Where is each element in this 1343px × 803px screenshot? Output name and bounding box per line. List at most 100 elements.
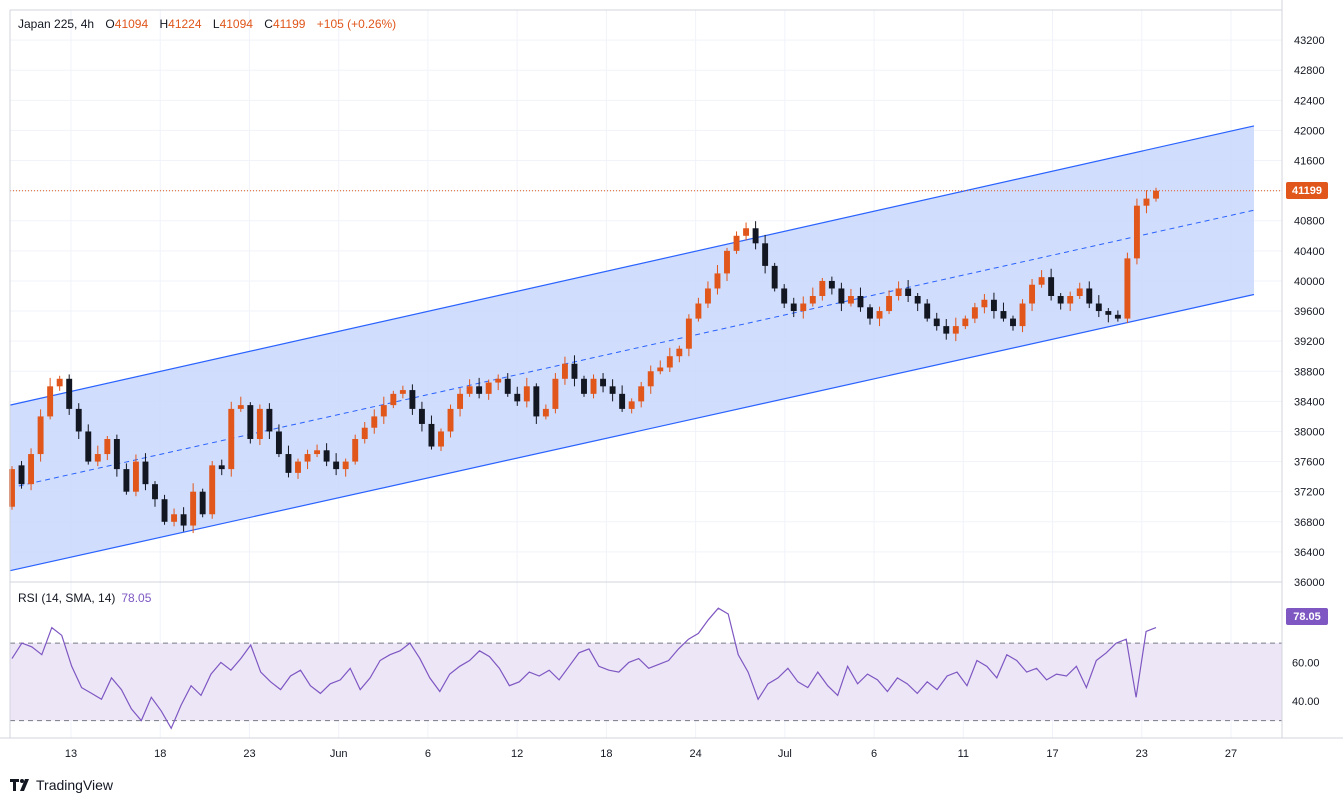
candle-body (542, 408, 549, 417)
change-value: +105 (+0.26%) (316, 17, 397, 31)
candle-body (895, 288, 902, 296)
price-tick-label: 36800 (1294, 517, 1325, 529)
rsi-label: RSI (14, SMA, 14) (18, 591, 116, 605)
price-axis-ticks: 4320042800424004200041600412004080040400… (1294, 35, 1325, 589)
price-tick-label: 39600 (1294, 306, 1325, 318)
candle-body (762, 243, 769, 266)
time-tick-label: 17 (1046, 748, 1058, 760)
candle-body (104, 439, 111, 455)
candle-body (733, 235, 740, 251)
candle-body (94, 454, 101, 462)
candle-body (228, 408, 235, 470)
candle-body (113, 439, 120, 470)
candle-body (886, 296, 893, 312)
price-tick-label: 37600 (1294, 457, 1325, 469)
time-tick-label: Jul (778, 748, 792, 760)
candle-body (1105, 311, 1112, 315)
high-value: 41224 (168, 17, 202, 31)
candle-body (628, 401, 635, 409)
low-value: 41094 (219, 17, 253, 31)
candle-body (514, 393, 521, 402)
candle-body (981, 299, 988, 308)
candle-body (485, 382, 492, 394)
candle-body (1038, 277, 1045, 285)
candle-body (295, 461, 301, 473)
candle-body (418, 408, 425, 424)
price-tick-label: 40000 (1294, 276, 1325, 288)
candle-body (390, 393, 397, 406)
candle-body (1114, 314, 1121, 319)
time-tick-label: 6 (871, 748, 877, 760)
candle-body (847, 296, 854, 304)
candle-body (714, 273, 721, 289)
candle-body (704, 288, 711, 304)
candle-body (962, 318, 969, 327)
candle-body (504, 378, 511, 394)
candle-body (971, 307, 978, 319)
candle-body (75, 408, 82, 432)
candle-body (1143, 198, 1150, 206)
rsi-tick-label: 40.00 (1292, 696, 1320, 708)
price-tick-label: 42000 (1294, 125, 1325, 137)
candle-body (561, 363, 568, 379)
candle-body (581, 378, 587, 394)
candle-body (876, 311, 883, 319)
last-price-badge: 41199 (1286, 182, 1328, 199)
candle-body (743, 228, 750, 236)
candle-body (457, 393, 464, 409)
channel-lower-line (9, 293, 1255, 572)
candle-body (819, 280, 826, 296)
candle-body (380, 405, 387, 417)
time-axis-ticks: 13 18 23 Jun 6 12 18 24 Jul 6 11 17 23 27 (65, 748, 1237, 760)
candle-body (399, 390, 406, 394)
last-rsi-badge: 78.05 (1286, 608, 1328, 625)
candle-body (361, 427, 368, 439)
tradingview-logo[interactable]: TradingView (10, 777, 113, 793)
candle-body (990, 299, 997, 312)
candle-body (1095, 303, 1102, 312)
candle-body (218, 465, 225, 470)
candle-body (142, 461, 149, 485)
candle-body (256, 408, 263, 439)
candle-body (266, 408, 273, 432)
rsi-line (11, 607, 1157, 730)
candle-body (1133, 205, 1140, 259)
time-tick-label: 23 (1136, 748, 1148, 760)
channel-upper-line (9, 125, 1255, 406)
candle-body (533, 386, 540, 417)
candle-body (952, 326, 959, 334)
candle-body (476, 386, 483, 394)
symbol-legend: Japan 225, 4h O41094 H41224 L41094 C4119… (18, 17, 396, 31)
time-tick-label: 18 (154, 748, 166, 760)
time-tick-label: 12 (511, 748, 523, 760)
candle-body (342, 461, 349, 470)
candle-body (152, 484, 158, 500)
candle-body (552, 378, 559, 409)
regression-channel (9, 125, 1255, 572)
time-tick-label: 11 (958, 748, 969, 760)
price-tick-label: 40800 (1294, 216, 1325, 228)
candle-body (943, 326, 950, 334)
candle-body (676, 348, 683, 357)
price-tick-label: 42400 (1294, 95, 1325, 107)
price-tick-label: 38800 (1294, 366, 1325, 378)
candle-body (857, 296, 864, 308)
candle-body (867, 307, 873, 319)
time-tick-label: 23 (243, 748, 255, 760)
candle-body (47, 386, 54, 417)
rsi-band (10, 643, 1282, 721)
price-tick-label: 36400 (1294, 547, 1325, 559)
candle-body (838, 288, 845, 304)
time-tick-label: 24 (689, 748, 701, 760)
rsi-tick-label: 60.00 (1292, 657, 1320, 669)
high-label: H (159, 17, 169, 31)
candle-body (724, 250, 730, 274)
candle-body (1153, 190, 1159, 199)
candle-body (37, 416, 44, 455)
candle-body (180, 514, 187, 526)
close-label: C (264, 17, 273, 31)
price-tick-label: 38000 (1294, 426, 1325, 438)
candle-body (285, 454, 292, 473)
tradingview-logo-icon (10, 779, 29, 791)
